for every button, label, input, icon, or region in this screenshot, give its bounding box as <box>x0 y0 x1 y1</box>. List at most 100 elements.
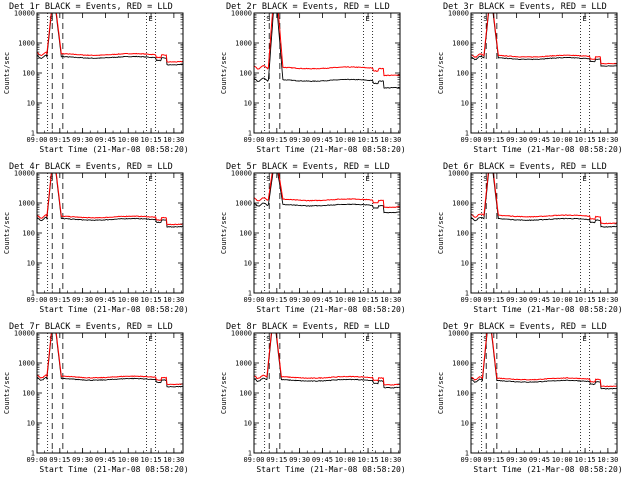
y-tick-label: 1 <box>465 290 469 298</box>
end-marker-label: E <box>149 175 153 183</box>
x-tick-label: 09:30 <box>506 136 527 144</box>
y-tick-label: 10000 <box>14 330 35 338</box>
panel-axes-frame <box>470 332 618 454</box>
y-tick-label: 1 <box>31 450 35 458</box>
panel-title: Det 8r BLACK = Events, RED = LLD <box>226 322 390 332</box>
detector-panel: Det 3r BLACK = Events, RED = LLD S E 1 10 100… <box>437 2 623 154</box>
x-tick-label: 09:15 <box>49 296 70 304</box>
x-tick-label: 10:15 <box>141 456 162 464</box>
x-tick-label: 09:30 <box>506 296 527 304</box>
y-tick-label: 1000 <box>235 360 252 368</box>
x-tick-label: 09:45 <box>95 456 116 464</box>
x-tick-label: 10:00 <box>552 296 573 304</box>
x-tick-label: 10:00 <box>118 296 139 304</box>
end-marker-label: E <box>149 335 153 343</box>
y-tick-label: 1000 <box>452 200 469 208</box>
x-axis-label: Start Time (21-Mar-08 08:58:20) <box>256 145 405 154</box>
y-tick-label: 100 <box>456 70 469 78</box>
x-tick-label: 09:15 <box>266 456 287 464</box>
x-tick-label: 10:30 <box>597 296 618 304</box>
y-tick-label: 100 <box>456 390 469 398</box>
x-tick-label: 09:15 <box>483 136 504 144</box>
y-tick-label: 100 <box>22 390 35 398</box>
x-tick-label: 09:15 <box>483 456 504 464</box>
x-tick-label: 10:15 <box>358 136 379 144</box>
x-tick-label: 09:15 <box>483 296 504 304</box>
start-marker-label: S <box>483 175 487 183</box>
y-tick-label: 1000 <box>235 40 252 48</box>
lld-series-line <box>471 173 617 225</box>
y-tick-label: 1 <box>31 290 35 298</box>
x-tick-label: 09:00 <box>460 136 481 144</box>
y-tick-label: 1000 <box>18 360 35 368</box>
x-tick-label: 09:45 <box>312 136 333 144</box>
x-tick-label: 10:30 <box>380 136 401 144</box>
x-axis-label: Start Time (21-Mar-08 08:58:20) <box>39 145 188 154</box>
events-series-line <box>254 13 400 89</box>
detector-panel: Det 8r BLACK = Events, RED = LLD S E 1 10 100… <box>220 322 406 474</box>
x-tick-label: 09:45 <box>312 456 333 464</box>
x-tick-label: 09:00 <box>26 136 47 144</box>
lld-series-line <box>254 173 400 209</box>
x-tick-label: 10:15 <box>575 296 596 304</box>
x-tick-label: 09:45 <box>312 296 333 304</box>
y-tick-label: 1 <box>465 450 469 458</box>
panel-title: Det 1r BLACK = Events, RED = LLD <box>9 2 173 12</box>
x-tick-label: 10:00 <box>335 296 356 304</box>
y-tick-label: 1000 <box>452 40 469 48</box>
y-axis-label: Counts/sec <box>220 212 228 254</box>
events-series-line <box>37 173 183 228</box>
x-tick-label: 09:15 <box>266 296 287 304</box>
x-tick-label: 10:30 <box>380 296 401 304</box>
panel-axes-frame <box>253 172 401 294</box>
x-tick-label: 09:30 <box>289 136 310 144</box>
y-tick-label: 100 <box>22 230 35 238</box>
panel-axes-frame <box>36 172 184 294</box>
y-tick-label: 1 <box>248 450 252 458</box>
y-tick-label: 10000 <box>448 330 469 338</box>
x-tick-label: 09:15 <box>266 136 287 144</box>
x-axis-label: Start Time (21-Mar-08 08:58:20) <box>256 305 405 314</box>
y-axis-label: Counts/sec <box>3 52 11 94</box>
end-marker-label: E <box>583 15 587 23</box>
lld-series-line <box>37 173 183 226</box>
x-tick-label: 09:30 <box>506 456 527 464</box>
events-series-line <box>254 173 400 214</box>
x-tick-label: 10:00 <box>118 136 139 144</box>
x-tick-label: 09:00 <box>26 456 47 464</box>
y-tick-label: 1000 <box>18 200 35 208</box>
y-tick-label: 10000 <box>14 170 35 178</box>
panel-axes-frame <box>36 332 184 454</box>
y-tick-label: 10000 <box>231 330 252 338</box>
panel-title: Det 5r BLACK = Events, RED = LLD <box>226 162 390 172</box>
x-tick-label: 09:00 <box>243 296 264 304</box>
detector-panel: Det 9r BLACK = Events, RED = LLD S E 1 10 100… <box>437 322 623 474</box>
start-marker-label: S <box>266 15 270 23</box>
y-axis-label: Counts/sec <box>220 52 228 94</box>
x-tick-label: 10:30 <box>380 456 401 464</box>
x-tick-label: 10:30 <box>163 296 184 304</box>
y-tick-label: 1000 <box>235 200 252 208</box>
x-tick-label: 09:00 <box>26 296 47 304</box>
x-tick-label: 10:30 <box>163 136 184 144</box>
start-marker-label: S <box>483 335 487 343</box>
x-tick-label: 10:00 <box>552 456 573 464</box>
x-tick-label: 09:30 <box>72 456 93 464</box>
y-tick-label: 100 <box>239 390 252 398</box>
x-tick-label: 09:15 <box>49 456 70 464</box>
x-tick-label: 09:15 <box>49 136 70 144</box>
x-axis-label: Start Time (21-Mar-08 08:58:20) <box>473 145 622 154</box>
x-tick-label: 09:00 <box>460 456 481 464</box>
y-axis-label: Counts/sec <box>437 372 445 414</box>
x-tick-label: 09:00 <box>460 296 481 304</box>
y-tick-label: 1000 <box>452 360 469 368</box>
x-tick-label: 10:30 <box>163 456 184 464</box>
panel-title: Det 9r BLACK = Events, RED = LLD <box>443 322 607 332</box>
y-tick-label: 10 <box>461 420 469 428</box>
end-marker-label: E <box>583 335 587 343</box>
lld-series-line <box>471 13 617 65</box>
y-tick-label: 1 <box>465 130 469 138</box>
y-tick-label: 10000 <box>448 10 469 18</box>
detector-panel: Det 6r BLACK = Events, RED = LLD S E 1 10 100… <box>437 162 623 314</box>
